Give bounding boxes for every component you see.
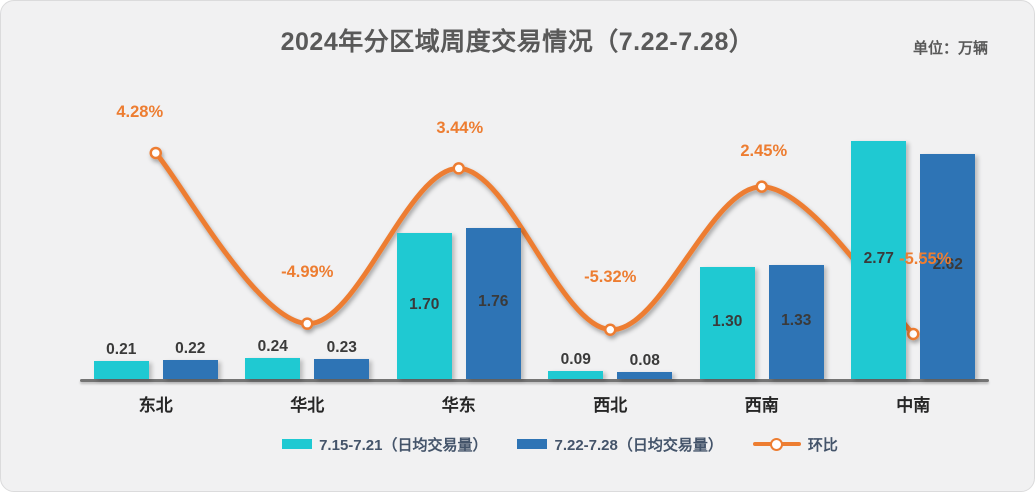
ratio-marker-huadong (452, 162, 465, 175)
bar-value-week1-xibei: 0.09 (560, 351, 591, 369)
bar-week2-huabei (314, 359, 370, 379)
bar-value-week2-xinan: 1.33 (781, 311, 812, 329)
ratio-marker-dongbei (149, 146, 162, 160)
bar-week1-huadong (396, 232, 452, 379)
bar-week1-dongbei (93, 360, 149, 379)
ratio-label-huabei: -4.99% (281, 262, 334, 281)
bar-value-week1-huabei: 0.24 (257, 338, 288, 356)
legend-label-ratio: 环比 (807, 436, 838, 454)
line-marker-swatch-icon (752, 437, 801, 451)
bar-week1-xinan (699, 267, 755, 379)
category-label-huabei: 华北 (290, 396, 325, 415)
bar-week2-xibei (617, 372, 673, 379)
category-label-huadong: 华东 (441, 396, 476, 415)
bar-week2-huadong (465, 227, 521, 379)
ratio-marker-huabei (301, 317, 314, 330)
category-label-dongbei: 东北 (138, 396, 173, 415)
legend: 7.15-7.21（日均交易量） 7.22-7.28（日均交易量） 环比 (1, 431, 1034, 457)
bar-week2-xinan (768, 264, 824, 379)
blue-bar-swatch-icon (517, 439, 548, 449)
bar-week1-xibei (548, 371, 604, 379)
legend-label-week1: 7.15-7.21（日均交易量） (319, 436, 488, 454)
legend-label-week2: 7.22-7.28（日均交易量） (554, 436, 723, 454)
legend-item-ratio: 环比 (752, 434, 838, 455)
ratio-label-xibei: -5.32% (584, 267, 637, 286)
x-axis-line (80, 379, 989, 382)
ratio-marker-xinan (755, 180, 768, 193)
legend-item-week2: 7.22-7.28（日均交易量） (517, 434, 723, 455)
bar-value-week2-huadong: 1.76 (478, 293, 509, 311)
chart-title: 2024年分区域周度交易情况（7.22-7.28） (280, 28, 755, 56)
bar-value-week1-xinan: 1.30 (712, 313, 743, 331)
ratio-label-zhongnan: -5.55% (899, 249, 952, 268)
bar-value-week2-dongbei: 0.22 (175, 340, 206, 358)
bar-value-week2-zhongnan: 2.62 (932, 256, 963, 274)
bar-week1-huabei (245, 358, 301, 379)
ratio-label-dongbei: 4.28% (116, 102, 164, 121)
ratio-marker-xibei (604, 323, 617, 336)
ratio-marker-zhongnan (907, 327, 920, 341)
bar-value-week1-huadong: 1.70 (409, 295, 440, 313)
unit-label: 单位：万辆 (912, 40, 988, 57)
category-label-zhongnan: 中南 (896, 396, 931, 415)
bar-week2-zhongnan (920, 153, 976, 379)
bar-week2-dongbei (162, 360, 218, 379)
bar-value-week1-zhongnan: 2.77 (863, 249, 894, 267)
bar-week1-zhongnan (851, 140, 907, 379)
ratio-label-xinan: 2.45% (740, 141, 788, 160)
ratio-label-huadong: 3.44% (436, 119, 484, 138)
marker-dot-icon (770, 437, 784, 451)
bar-value-week2-huabei: 0.23 (326, 339, 357, 357)
category-label-xibei: 西北 (593, 396, 628, 415)
ratio-line (153, 150, 916, 337)
bar-value-week1-dongbei: 0.21 (106, 340, 137, 358)
cyan-bar-swatch-icon (282, 439, 313, 449)
legend-item-week1: 7.15-7.21（日均交易量） (282, 434, 487, 455)
bar-value-week2-xibei: 0.08 (629, 352, 660, 370)
category-label-xinan: 西南 (744, 396, 779, 415)
